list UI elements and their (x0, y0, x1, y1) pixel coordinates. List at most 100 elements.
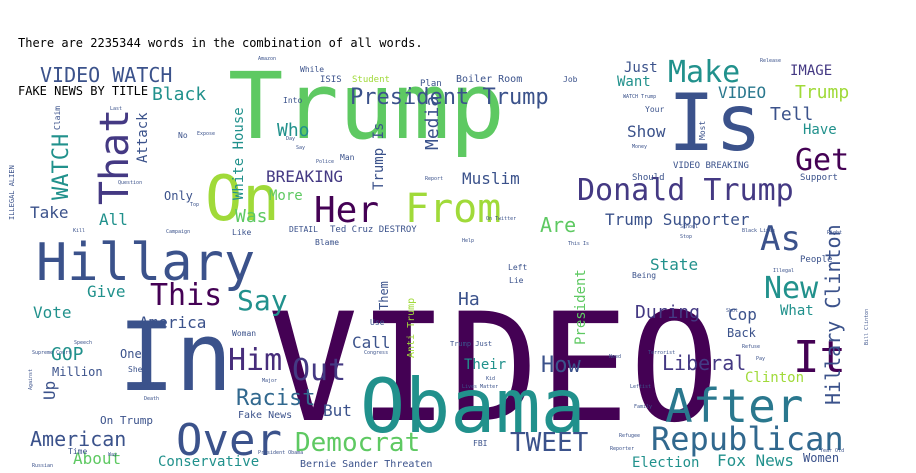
word-refugee: Refugee (619, 433, 640, 439)
word-million: Million (52, 365, 103, 379)
word-watch-trump: WATCH Trump (623, 94, 656, 100)
word-right: Right (827, 230, 842, 236)
word-after: After (665, 379, 803, 433)
word-detail: DETAIL (289, 225, 318, 234)
word-call: Call (352, 333, 391, 352)
word-fake-news: Fake News (238, 410, 292, 421)
word-into: Into (283, 96, 302, 105)
word-plan: Plan (420, 79, 442, 89)
word-need: Need (609, 354, 621, 360)
word-left: Left (508, 263, 527, 272)
word-racist: Racist (236, 386, 315, 411)
word-trump-supporter: Trump Supporter (605, 210, 750, 229)
word-refuse: Refuse (742, 344, 760, 350)
word-death: Death (144, 396, 159, 402)
word-leftist: Leftist (630, 384, 651, 390)
word-video-watch: VIDEO WATCH (40, 63, 172, 87)
word-campaign: Campaign (166, 229, 190, 235)
word-speech: Speech (74, 340, 92, 346)
word-ted-cruz-destroy: Ted Cruz DESTROY (330, 225, 417, 235)
word-get: Get (795, 143, 849, 178)
word-use: Use (370, 318, 385, 327)
word-like: Like (232, 228, 251, 237)
cell-output: There are 2235344 words in the combinati… (18, 3, 423, 115)
word-shot: Shot (726, 308, 738, 314)
word-from: From (405, 186, 501, 232)
word-day: Day (286, 136, 295, 142)
word-muslim: Muslim (462, 169, 520, 188)
word-support: Support (800, 173, 838, 183)
word-isis: ISIS (320, 75, 342, 85)
word-bill-clinton: Bill Clinton (864, 309, 870, 345)
word-while: While (300, 65, 324, 74)
word-trump-just: Trump Just (450, 340, 492, 348)
word-how: How (541, 353, 581, 378)
word-say: Say (237, 284, 288, 317)
word-give: Give (87, 282, 126, 301)
word-lives-matter: Lives Matter (462, 384, 498, 390)
word-donald-trump: Donald Trump (577, 173, 794, 208)
word-breaking: BREAKING (266, 167, 343, 186)
word-black: Black (152, 84, 206, 105)
word-woman: Woman (232, 329, 256, 338)
word-against: Against (28, 369, 34, 390)
word-white-house: White House (231, 107, 247, 200)
word-video: VIDEO (718, 83, 766, 102)
word-job: Job (563, 75, 578, 84)
word-money: Money (632, 144, 647, 150)
word-is: Is (668, 79, 762, 169)
word-no: No (178, 131, 188, 140)
word-boiler-room: Boiler Room (456, 74, 522, 85)
word-cop: Cop (728, 305, 757, 324)
word-more: More (269, 188, 303, 204)
word-police: Police (316, 159, 334, 165)
word-in: In (118, 303, 232, 413)
word-over: Over (176, 415, 282, 466)
word-video-breaking: VIDEO BREAKING (673, 161, 749, 171)
word-trump-is: Trump Is (371, 123, 387, 190)
word-expose: Expose (197, 131, 215, 137)
word-their: Their (464, 357, 506, 373)
word-release: Release (760, 58, 781, 64)
word-pay: Pay (756, 356, 765, 362)
word-kid: Kid (486, 376, 495, 382)
word-most: Most (698, 121, 707, 140)
word-tweet: TWEET (510, 428, 589, 458)
word-video: VIDEO (268, 282, 720, 456)
word-major: Major (262, 378, 277, 384)
word-hillary: Hillary (36, 233, 255, 293)
word-supreme-court: Supreme Court (32, 350, 71, 356)
word-them: Them (377, 281, 391, 310)
word-your: Your (645, 105, 664, 114)
word-media: Media (422, 96, 443, 150)
word-president-obama: President Obama (258, 450, 303, 456)
word-terrorist: Terrorist (648, 350, 675, 356)
word-top: Top (190, 202, 199, 208)
word-president-trump: President Trump (350, 85, 549, 110)
word-illegal: Illegal (773, 268, 794, 274)
word-america: America (139, 313, 206, 332)
word-what: What (780, 303, 814, 319)
word-amazon: Amazon (258, 56, 276, 62)
word-back: Back (727, 326, 757, 340)
word-conservative: Conservative (158, 454, 259, 470)
word-was: Was (235, 206, 268, 227)
word-last: Last (110, 106, 122, 112)
word-republican: Republican (651, 420, 844, 458)
word-are: Are (540, 213, 576, 237)
word-fox-news: Fox News (717, 451, 794, 470)
word-as: As (760, 219, 801, 259)
chart-caption: FAKE NEWS BY TITLE (18, 84, 149, 98)
word-trump: Trump (228, 53, 505, 160)
word-take: Take (30, 203, 69, 222)
word-fbi: FBI (473, 439, 488, 448)
word-american: American (30, 427, 126, 451)
word-watch: WATCH (49, 134, 74, 200)
word-all: All (99, 210, 128, 229)
word-tell: Tell (770, 104, 813, 125)
word-her: Her (314, 190, 379, 231)
word-lie: Lie (509, 276, 524, 285)
word-during: During (635, 302, 700, 323)
word-reporter: Reporter (610, 446, 634, 452)
